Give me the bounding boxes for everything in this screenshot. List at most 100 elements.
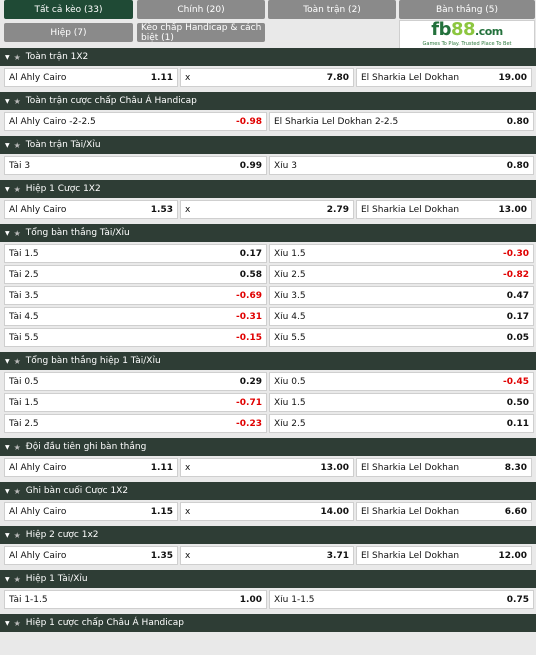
odds-value: 1.11	[150, 462, 173, 473]
section-header[interactable]: ▼ ★ Hiệp 2 cược 1x2	[0, 526, 536, 544]
odds-row: Tài 0.5 0.29 Xỉu 0.5 -0.45	[4, 372, 536, 391]
odds-cell[interactable]: Xỉu 3.5 0.47	[269, 286, 534, 305]
odds-cell[interactable]: x 13.00	[180, 458, 354, 477]
section-header[interactable]: ▼ ★ Toàn trận cược chấp Châu Á Handicap	[0, 92, 536, 110]
section-header[interactable]: ▼ ★ Đội đầu tiên ghi bàn thắng	[0, 438, 536, 456]
odds-cell[interactable]: Tài 3.5 -0.69	[4, 286, 267, 305]
odds-cell[interactable]: Tài 2.5 0.58	[4, 265, 267, 284]
section-header[interactable]: ▼ ★ Tổng bàn thắng Tài/Xỉu	[0, 224, 536, 242]
odds-row: Al Ahly Cairo -2-2.5 -0.98 El Sharkia Lel …	[4, 112, 536, 131]
tab-half[interactable]: Hiệp (7)	[4, 23, 133, 42]
section-header[interactable]: ▼ ★ Hiệp 1 cược chấp Châu Á Handicap	[0, 614, 536, 632]
selection-name: El Sharkia Lel Dokhan	[361, 72, 460, 83]
favorite-star-icon[interactable]: ★	[13, 184, 21, 194]
favorite-star-icon[interactable]: ★	[13, 228, 21, 238]
odds-cell[interactable]: x 7.80	[180, 68, 354, 87]
odds-cell[interactable]: x 2.79	[180, 200, 354, 219]
odds-value: -0.30	[503, 248, 529, 259]
collapse-caret-icon[interactable]: ▼	[5, 229, 10, 237]
odds-cell[interactable]: x 14.00	[180, 502, 354, 521]
selection-name: Tài 2.5	[9, 418, 39, 429]
tab-all-markets[interactable]: Tất cả kèo (33)	[4, 0, 133, 19]
odds-value: -0.31	[236, 311, 262, 322]
odds-cell[interactable]: Xỉu 5.5 0.05	[269, 328, 534, 347]
odds-cell[interactable]: El Sharkia Lel Dokhan 8.30	[356, 458, 532, 477]
odds-cell[interactable]: Tài 1.5 -0.71	[4, 393, 267, 412]
section-header[interactable]: ▼ ★ Toàn trận 1X2	[0, 48, 536, 66]
favorite-star-icon[interactable]: ★	[13, 442, 21, 452]
odds-cell[interactable]: x 3.71	[180, 546, 354, 565]
collapse-caret-icon[interactable]: ▼	[5, 487, 10, 495]
odds-cell[interactable]: Al Ahly Cairo -2-2.5 -0.98	[4, 112, 267, 131]
odds-cell[interactable]: Xỉu 4.5 0.17	[269, 307, 534, 326]
tab-main[interactable]: Chính (20)	[137, 0, 265, 19]
odds-cell[interactable]: Tài 1.5 0.17	[4, 244, 267, 263]
favorite-star-icon[interactable]: ★	[13, 486, 21, 496]
odds-cell[interactable]: El Sharkia Lel Dokhan 6.60	[356, 502, 532, 521]
odds-cell[interactable]: Tài 3 0.99	[4, 156, 267, 175]
odds-cell[interactable]: Al Ahly Cairo 1.53	[4, 200, 178, 219]
collapse-caret-icon[interactable]: ▼	[5, 53, 10, 61]
odds-cell[interactable]: Al Ahly Cairo 1.35	[4, 546, 178, 565]
odds-value: 1.15	[150, 506, 173, 517]
odds-cell[interactable]: Tài 5.5 -0.15	[4, 328, 267, 347]
odds-value: 6.60	[504, 506, 527, 517]
odds-value: 0.99	[239, 160, 262, 171]
odds-cell[interactable]: Xỉu 1-1.5 0.75	[269, 590, 534, 609]
collapse-caret-icon[interactable]: ▼	[5, 185, 10, 193]
odds-cell[interactable]: Xỉu 0.5 -0.45	[269, 372, 534, 391]
section-header[interactable]: ▼ ★ Hiệp 1 Cược 1X2	[0, 180, 536, 198]
section-header[interactable]: ▼ ★ Ghi bàn cuối Cược 1X2	[0, 482, 536, 500]
odds-cell[interactable]: Xỉu 1.5 -0.30	[269, 244, 534, 263]
section-header[interactable]: ▼ ★ Hiệp 1 Tài/Xỉu	[0, 570, 536, 588]
favorite-star-icon[interactable]: ★	[13, 140, 21, 150]
collapse-caret-icon[interactable]: ▼	[5, 443, 10, 451]
tab-handicap[interactable]: Kèo chấp Handicap & cách biệt (1)	[137, 23, 265, 43]
section-header[interactable]: ▼ ★ Toàn trận Tài/Xỉu	[0, 136, 536, 154]
collapse-caret-icon[interactable]: ▼	[5, 575, 10, 583]
collapse-caret-icon[interactable]: ▼	[5, 619, 10, 627]
tab-full-match[interactable]: Toàn trận (2)	[268, 0, 396, 19]
favorite-star-icon[interactable]: ★	[13, 574, 21, 584]
section-header[interactable]: ▼ ★ Tổng bàn thắng hiệp 1 Tài/Xỉu	[0, 352, 536, 370]
favorite-star-icon[interactable]: ★	[13, 530, 21, 540]
odds-cell[interactable]: Tài 1-1.5 1.00	[4, 590, 267, 609]
odds-value: 0.17	[239, 248, 262, 259]
fb88-banner[interactable]: fb88.com Games To Play. Trusted Place To…	[399, 20, 535, 49]
odds-cell[interactable]: Al Ahly Cairo 1.15	[4, 502, 178, 521]
favorite-star-icon[interactable]: ★	[13, 96, 21, 106]
favorite-star-icon[interactable]: ★	[13, 52, 21, 62]
selection-name: El Sharkia Lel Dokhan	[361, 462, 460, 473]
favorite-star-icon[interactable]: ★	[13, 618, 21, 628]
odds-value: 1.11	[150, 72, 173, 83]
odds-cell[interactable]: Xỉu 3 0.80	[269, 156, 534, 175]
selection-name: El Sharkia Lel Dokhan	[361, 550, 460, 561]
odds-cell[interactable]: Tài 4.5 -0.31	[4, 307, 267, 326]
odds-cell[interactable]: Xỉu 2.5 0.11	[269, 414, 534, 433]
odds-cell[interactable]: Tài 0.5 0.29	[4, 372, 267, 391]
odds-row: Al Ahly Cairo 1.35 x 3.71 El Sharkia Lel Dok…	[4, 546, 536, 565]
odds-value: 0.11	[506, 418, 529, 429]
collapse-caret-icon[interactable]: ▼	[5, 141, 10, 149]
selection-name: Xỉu 3.5	[274, 290, 306, 301]
collapse-caret-icon[interactable]: ▼	[5, 531, 10, 539]
tab-goals[interactable]: Bàn thắng (5)	[399, 0, 535, 19]
odds-value: 0.29	[239, 376, 262, 387]
odds-cell[interactable]: Xỉu 1.5 0.50	[269, 393, 534, 412]
odds-cell[interactable]: El Sharkia Lel Dokhan 2-2.5 0.80	[269, 112, 534, 131]
odds-cell[interactable]: Xỉu 2.5 -0.82	[269, 265, 534, 284]
odds-value: 0.47	[506, 290, 529, 301]
odds-cell[interactable]: Tài 2.5 -0.23	[4, 414, 267, 433]
odds-cell[interactable]: Al Ahly Cairo 1.11	[4, 458, 178, 477]
odds-cell[interactable]: El Sharkia Lel Dokhan 19.00	[356, 68, 532, 87]
favorite-star-icon[interactable]: ★	[13, 356, 21, 366]
selection-name: Tài 1-1.5	[9, 594, 48, 605]
odds-cell[interactable]: El Sharkia Lel Dokhan 12.00	[356, 546, 532, 565]
odds-cell[interactable]: Al Ahly Cairo 1.11	[4, 68, 178, 87]
collapse-caret-icon[interactable]: ▼	[5, 97, 10, 105]
odds-cell[interactable]: El Sharkia Lel Dokhan 13.00	[356, 200, 532, 219]
section-body: Al Ahly Cairo 1.15 x 14.00 El Sharkia Lel Do…	[0, 500, 536, 525]
section-body: Tài 0.5 0.29 Xỉu 0.5 -0.45 Tài 1.5 -0.71 Xỉu 1…	[0, 370, 536, 437]
section-title: Ghi bàn cuối Cược 1X2	[25, 486, 129, 496]
collapse-caret-icon[interactable]: ▼	[5, 357, 10, 365]
